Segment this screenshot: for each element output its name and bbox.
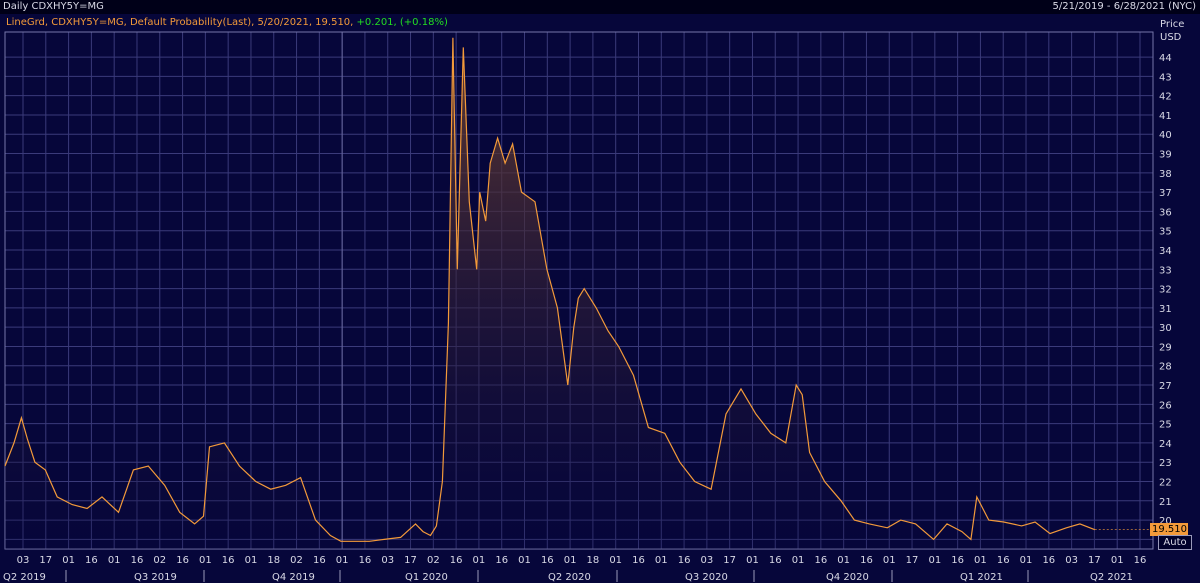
y-tick-label: 24 xyxy=(1159,439,1172,450)
last-value-label: 19.510 xyxy=(1150,522,1188,536)
x-tick-label: 17 xyxy=(404,555,417,566)
quarter-label: Q4 2020 xyxy=(826,572,869,583)
y-tick-label: 23 xyxy=(1159,458,1172,469)
x-tick-label: 16 xyxy=(176,555,189,566)
quarter-label: Q2 2020 xyxy=(548,572,591,583)
y-tick-label: 41 xyxy=(1159,111,1172,122)
y-tick-label: 35 xyxy=(1159,227,1172,238)
legend-change: +0.201, (+0.18%) xyxy=(356,17,448,28)
quarter-label: Q1 2021 xyxy=(960,572,1003,583)
y-tick-label: 30 xyxy=(1159,323,1172,334)
y-tick-label: 20 xyxy=(1159,516,1172,527)
x-tick-label: 16 xyxy=(222,555,235,566)
y-tick-label: 36 xyxy=(1159,207,1172,218)
y-tick-label: 42 xyxy=(1159,92,1172,103)
price-axis-header: Price USD xyxy=(1160,18,1184,44)
y-tick-label: 31 xyxy=(1159,304,1172,315)
x-tick-label: 01 xyxy=(564,555,577,566)
quarter-label: Q4 2019 xyxy=(272,572,315,583)
quarter-label: Q2 2019 xyxy=(3,572,46,583)
x-tick-label: 16 xyxy=(814,555,827,566)
y-tick-label: 28 xyxy=(1159,362,1172,373)
y-tick-label: 44 xyxy=(1159,53,1172,64)
auto-scale-button[interactable]: Auto xyxy=(1158,535,1192,550)
currency-label: USD xyxy=(1160,32,1182,43)
x-tick-label: 16 xyxy=(495,555,508,566)
x-tick-label: 18 xyxy=(587,555,600,566)
x-tick-label: 01 xyxy=(245,555,258,566)
x-tick-label: 01 xyxy=(518,555,531,566)
x-tick-label: 01 xyxy=(655,555,668,566)
x-tick-label: 17 xyxy=(906,555,919,566)
x-tick-label: 03 xyxy=(1065,555,1078,566)
legend-series-text: LineGrd, CDXHY5Y=MG, Default Probability… xyxy=(6,17,354,28)
y-tick-label: 39 xyxy=(1159,150,1172,161)
x-tick-label: 01 xyxy=(1111,555,1124,566)
y-tick-label: 40 xyxy=(1159,130,1172,141)
y-tick-label: 43 xyxy=(1159,72,1172,83)
x-tick-label: 17 xyxy=(1088,555,1101,566)
y-tick-label: 32 xyxy=(1159,285,1172,296)
x-tick-label: 01 xyxy=(336,555,349,566)
y-tick-label: 26 xyxy=(1159,400,1172,411)
quarter-label: Q3 2020 xyxy=(685,572,728,583)
y-tick-label: 29 xyxy=(1159,342,1172,353)
series-legend: LineGrd, CDXHY5Y=MG, Default Probability… xyxy=(6,17,448,28)
x-tick-label: 03 xyxy=(381,555,394,566)
x-tick-label: 01 xyxy=(1020,555,1033,566)
x-tick-label: 16 xyxy=(541,555,554,566)
x-tick-label: 01 xyxy=(199,555,212,566)
x-tick-label: 17 xyxy=(723,555,736,566)
quarter-label: Q3 2019 xyxy=(134,572,177,583)
x-tick-label: 01 xyxy=(837,555,850,566)
x-tick-label: 02 xyxy=(290,555,303,566)
x-tick-label: 01 xyxy=(473,555,486,566)
quarter-label: Q2 2021 xyxy=(1090,572,1133,583)
x-tick-label: 18 xyxy=(267,555,280,566)
chart-plot[interactable]: 1920212223242526272829303132333435363738… xyxy=(0,14,1200,583)
x-tick-label: 01 xyxy=(883,555,896,566)
price-label: Price xyxy=(1160,19,1185,30)
chart-title: Daily CDXHY5Y=MG xyxy=(3,1,104,12)
x-tick-label: 16 xyxy=(313,555,326,566)
x-tick-label: 01 xyxy=(792,555,805,566)
x-tick-label: 16 xyxy=(951,555,964,566)
x-tick-label: 02 xyxy=(153,555,166,566)
x-tick-label: 17 xyxy=(39,555,52,566)
x-tick-label: 03 xyxy=(701,555,714,566)
y-tick-label: 33 xyxy=(1159,265,1172,276)
x-tick-label: 16 xyxy=(678,555,691,566)
quarter-label: Q1 2020 xyxy=(405,572,448,583)
y-tick-label: 37 xyxy=(1159,188,1172,199)
x-tick-label: 03 xyxy=(17,555,30,566)
y-tick-label: 34 xyxy=(1159,246,1172,257)
x-tick-label: 16 xyxy=(997,555,1010,566)
x-tick-label: 01 xyxy=(746,555,759,566)
y-tick-label: 22 xyxy=(1159,477,1172,488)
x-tick-label: 16 xyxy=(450,555,463,566)
x-tick-label: 01 xyxy=(609,555,622,566)
x-tick-label: 16 xyxy=(632,555,645,566)
title-bar: Daily CDXHY5Y=MG 5/21/2019 - 6/28/2021 (… xyxy=(0,0,1200,14)
x-tick-label: 16 xyxy=(769,555,782,566)
x-tick-label: 16 xyxy=(359,555,372,566)
x-tick-label: 01 xyxy=(62,555,75,566)
y-tick-label: 38 xyxy=(1159,169,1172,180)
y-tick-label: 25 xyxy=(1159,420,1172,431)
x-tick-label: 02 xyxy=(427,555,440,566)
x-tick-label: 01 xyxy=(974,555,987,566)
series-area xyxy=(5,37,1095,550)
series-line xyxy=(4,37,1096,542)
y-tick-label: 21 xyxy=(1159,497,1172,508)
x-tick-label: 16 xyxy=(131,555,144,566)
x-tick-label: 16 xyxy=(1134,555,1147,566)
x-tick-label: 16 xyxy=(85,555,98,566)
x-tick-label: 16 xyxy=(860,555,873,566)
date-range: 5/21/2019 - 6/28/2021 (NYC) xyxy=(1052,1,1196,12)
x-tick-label: 01 xyxy=(108,555,121,566)
y-tick-label: 27 xyxy=(1159,381,1172,392)
x-tick-label: 01 xyxy=(928,555,941,566)
x-tick-label: 16 xyxy=(1042,555,1055,566)
